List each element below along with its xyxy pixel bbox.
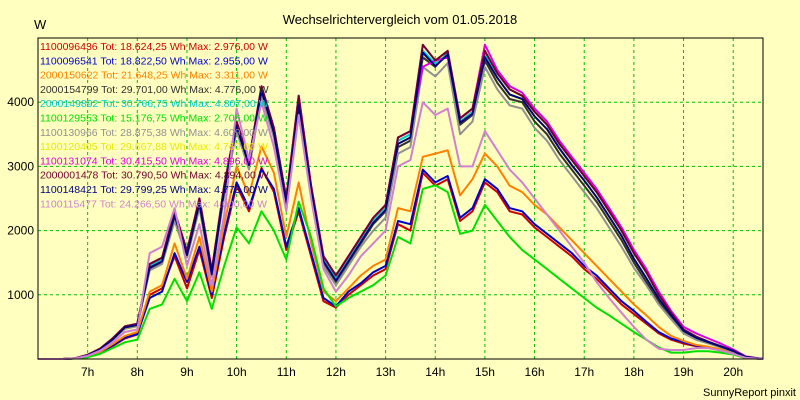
plot-area: 1000 2000 3000 4000 7h 8h 9h 10h 11h 12h 13h 14h 15h…	[7, 37, 764, 379]
footer-credit: SunnyReport pinxit	[703, 387, 796, 399]
chart-title: Wechselrichtervergleich vom 01.05.2018	[283, 12, 518, 27]
series-line-12	[38, 101, 764, 360]
x-tick-label: 13h	[376, 365, 396, 379]
legend-entry: 2000149892 Tot: 30.766,75 Wh Max: 4.807,…	[40, 98, 269, 110]
plot-frame	[37, 37, 764, 360]
series-line-10	[38, 43, 764, 360]
series-line-11	[38, 51, 764, 360]
legend-entry: 1100096436 Tot: 18.624,25 Wh Max: 2.976,…	[40, 41, 268, 53]
x-tick-label: 10h	[227, 365, 247, 379]
x-tick-label: 20h	[723, 365, 743, 379]
legend-entry: 2000150622 Tot: 21.648,25 Wh Max: 3.311,…	[40, 70, 268, 82]
x-tick-label: 17h	[574, 365, 594, 379]
x-tick-label: 16h	[525, 365, 545, 379]
x-tick-label: 19h	[674, 365, 694, 379]
x-tick-label: 11h	[277, 365, 296, 379]
series-line-6	[38, 184, 764, 360]
x-tick-label: 12h	[326, 365, 346, 379]
legend-entry: 1100096541 Tot: 18.822,50 Wh Max: 2.955,…	[40, 55, 268, 67]
y-tick-label: 4000	[7, 95, 34, 109]
x-tick-label: 8h	[131, 365, 144, 379]
x-tick-label: 7h	[81, 365, 94, 379]
y-tick-label: 2000	[7, 224, 34, 238]
series-line-3	[38, 145, 764, 360]
x-tick-label: 18h	[624, 365, 644, 379]
legend-entry: 1100131074 Tot: 30.415,50 Wh Max: 4.896,…	[40, 155, 268, 167]
y-tick-label: 3000	[7, 159, 34, 173]
x-tick-label: 14h	[425, 365, 445, 379]
legend-entry: 1100148421 Tot: 29.799,25 Wh Max: 4.773,…	[40, 184, 268, 196]
legend-entry: 1100115477 Tot: 24.266,50 Wh Max: 4.000,…	[40, 198, 267, 210]
x-tick-label: 15h	[475, 365, 495, 379]
legend-entry: 2000154799 Tot: 29.701,00 Wh Max: 4.776,…	[40, 84, 269, 96]
series-line-2	[38, 168, 764, 360]
y-tick-label: 1000	[7, 288, 34, 302]
legend-entry: 1100120405 Tot: 29.667,88 Wh Max: 4.760,…	[40, 141, 268, 153]
legend-entry: 1100129553 Tot: 15.176,75 Wh Max: 2.706,…	[40, 113, 268, 125]
y-axis-label: W	[34, 17, 47, 32]
legend-entry: 2000001478 Tot: 30.790,50 Wh Max: 4.894,…	[40, 170, 269, 182]
x-tick-label: 9h	[180, 365, 193, 379]
legend-entry: 1100130966 Tot: 28.875,38 Wh Max: 4.609,…	[40, 127, 268, 139]
